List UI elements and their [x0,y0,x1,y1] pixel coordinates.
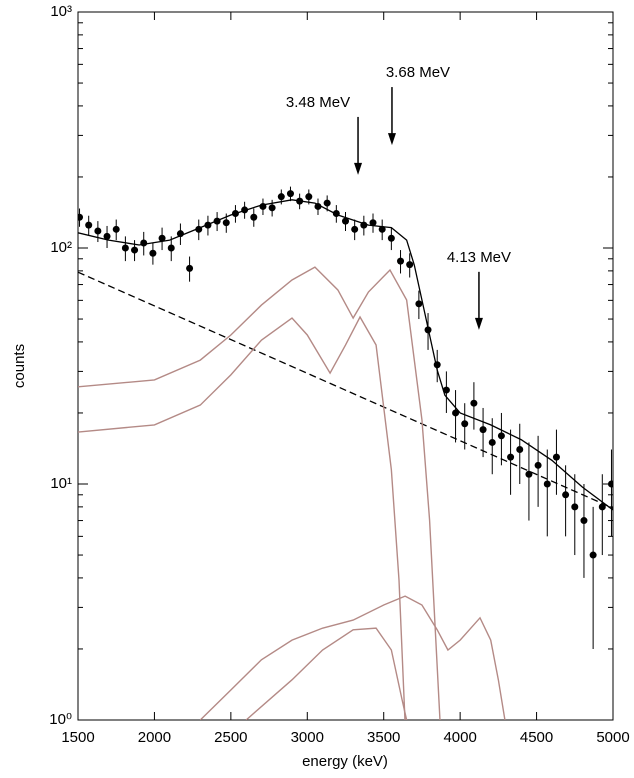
curve [78,271,613,509]
arrow-head [354,162,363,175]
data-point [424,326,432,334]
y-tick-label: 10⁰ [49,711,72,728]
data-point [222,219,230,227]
data-point [131,246,139,254]
x-tick-label: 2000 [138,729,171,746]
data-point [507,453,515,461]
data-point [158,234,166,242]
data-point [488,438,496,446]
data-point [296,197,304,205]
data-point [562,491,570,499]
curve [78,199,613,511]
data-point [286,190,294,198]
x-tick-label: 2500 [214,729,247,746]
data-point [470,399,478,407]
data-point [442,386,450,394]
data-point [213,217,221,225]
data-point [369,219,377,227]
data-point [598,503,606,511]
data-point [534,461,542,469]
curve [199,595,506,720]
data-point [195,225,203,233]
data-point [314,202,322,210]
y-axis-label: counts [11,344,28,388]
x-tick-label: 3500 [367,729,400,746]
data-point [94,227,102,235]
y-tick-label: 10³ [50,3,72,20]
data-point [103,232,111,240]
data-point [580,517,588,525]
data-point [176,230,184,238]
data-point [589,551,597,559]
data-point [387,234,395,242]
data-point [397,257,405,265]
x-tick-label: 4000 [443,729,476,746]
data-point [186,264,194,272]
data-point [305,193,313,201]
curve [78,315,406,720]
data-point [231,210,239,218]
annotation-label: 3.68 MeV [386,64,450,81]
x-tick-label: 5000 [596,729,629,746]
arrow-head [387,133,396,146]
plot-frame [77,11,614,721]
y-tick-label: 10² [50,239,72,256]
annotation-label: 4.13 MeV [447,249,511,266]
data-point [149,249,157,257]
data-point [268,204,276,212]
data-point [516,446,524,454]
data-point [525,470,533,478]
data-point [241,206,249,214]
plot-area [78,186,613,720]
data-point [415,300,423,308]
data-point [204,221,212,229]
curve [245,627,408,720]
x-tick-label: 4500 [520,729,553,746]
annotation-label: 3.48 MeV [286,94,350,111]
data-point [552,453,560,461]
data-point [140,239,148,247]
data-point [121,244,129,252]
data-point [452,409,460,417]
x-tick-label: 3000 [291,729,324,746]
data-point [112,225,120,233]
arrow-head [474,317,483,330]
data-point [461,420,469,428]
data-point [342,217,349,225]
data-point [167,244,175,252]
data-point [360,221,368,229]
x-tick-label: 1500 [61,729,94,746]
data-point [571,503,579,511]
data-point [497,432,505,440]
data-point [250,213,258,221]
data-point [543,480,551,488]
curve [78,266,441,720]
data-point [479,426,487,434]
y-tick-label: 10¹ [50,475,72,492]
data-point [85,221,93,229]
x-axis-label: energy (keV) [302,753,388,770]
data-point [323,199,331,207]
data-point [433,361,441,369]
data-point [78,213,84,221]
data-point [378,225,386,233]
data-point [332,210,340,218]
data-point [406,261,414,269]
data-point [259,202,267,210]
data-point [277,193,285,201]
data-point [351,225,359,233]
